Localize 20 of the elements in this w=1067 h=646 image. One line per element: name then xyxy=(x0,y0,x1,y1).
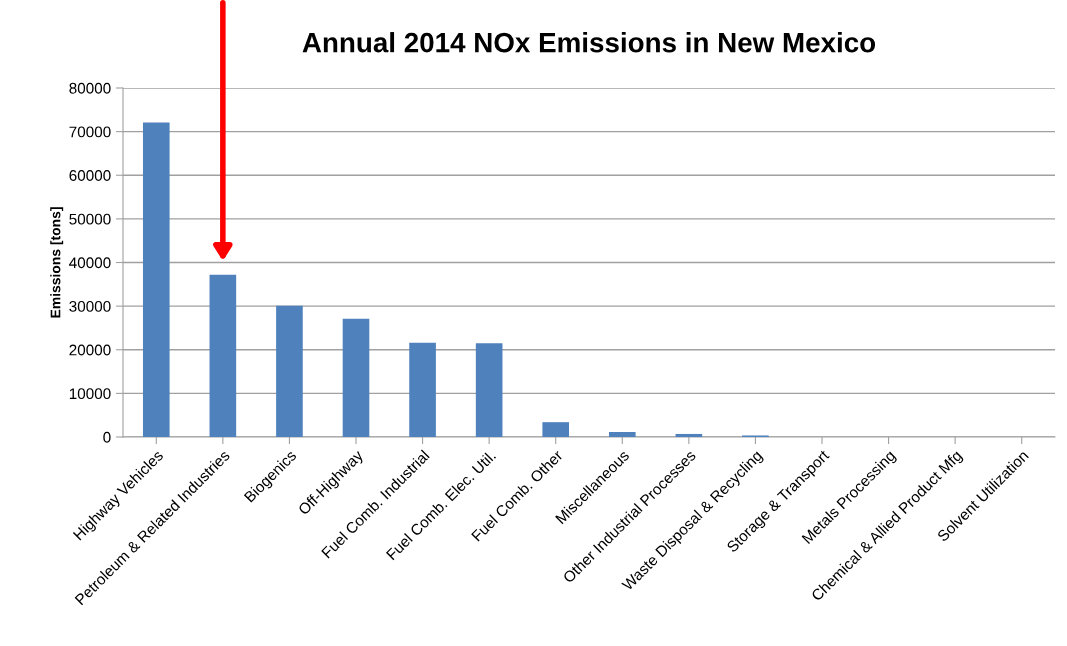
bar xyxy=(209,274,237,437)
y-tick-label: 50000 xyxy=(69,213,111,225)
bar xyxy=(342,318,370,437)
bar xyxy=(409,342,436,437)
bar xyxy=(142,122,170,437)
bar xyxy=(675,433,703,437)
y-tick-label: 0 xyxy=(103,431,111,443)
y-tick-label: 60000 xyxy=(69,170,111,181)
y-axis-title: Emissions [tons] xyxy=(50,207,64,318)
bar xyxy=(276,305,303,437)
y-tick-label: 20000 xyxy=(69,344,111,356)
y-tick-label: 10000 xyxy=(69,388,111,400)
y-tick-label: 80000 xyxy=(69,82,111,94)
bar xyxy=(608,431,636,437)
y-tick-label: 70000 xyxy=(69,126,111,138)
y-tick-label: 30000 xyxy=(69,300,111,312)
y-tick-label: 40000 xyxy=(69,257,111,269)
bar xyxy=(475,343,503,437)
bar xyxy=(542,422,570,437)
chart-title: Annual 2014 NOx Emissions in New Mexico xyxy=(302,32,876,53)
